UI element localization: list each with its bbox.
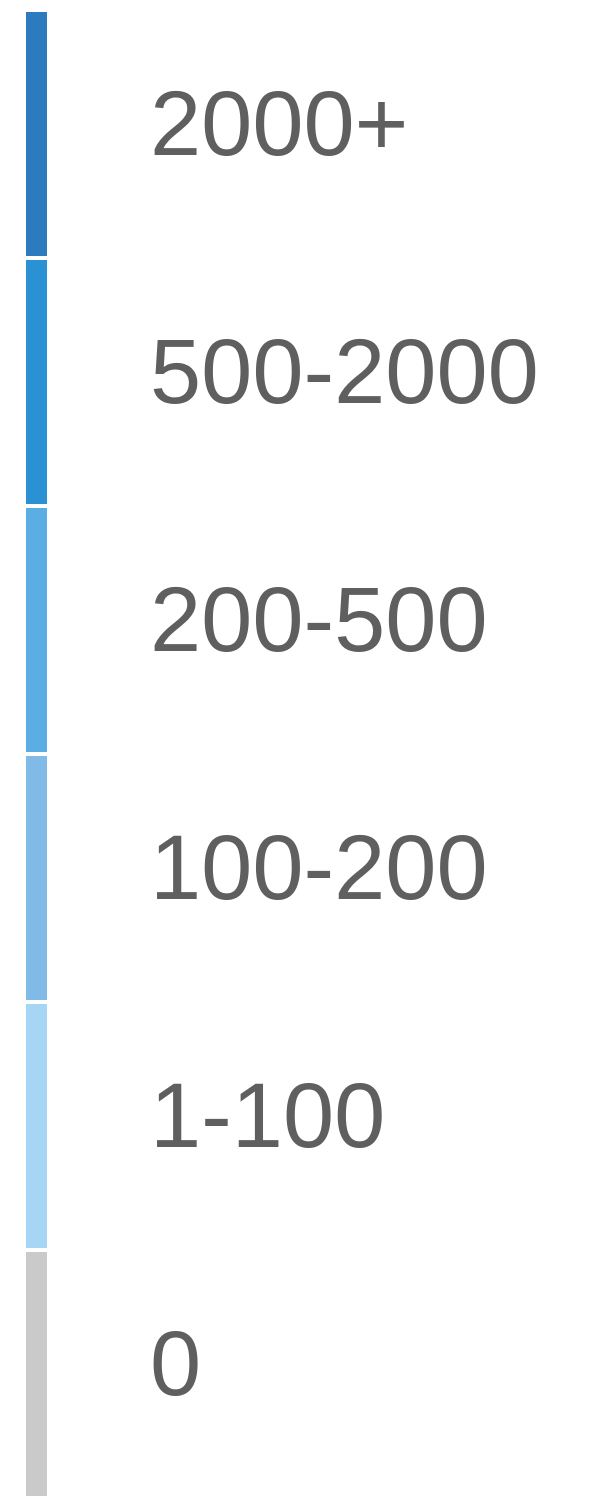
legend-label: 500-2000 — [150, 321, 539, 423]
legend-swatch — [26, 260, 47, 504]
legend-swatch — [26, 756, 47, 1000]
legend-label: 0 — [150, 1313, 202, 1415]
legend-label: 200-500 — [150, 569, 488, 671]
legend-swatch — [26, 1252, 47, 1496]
legend-swatch — [26, 508, 47, 752]
legend-label: 100-200 — [150, 817, 488, 919]
legend-label: 2000+ — [150, 73, 409, 175]
legend-swatch — [26, 12, 47, 256]
legend-swatch — [26, 1004, 47, 1248]
legend-label: 1-100 — [150, 1065, 386, 1167]
